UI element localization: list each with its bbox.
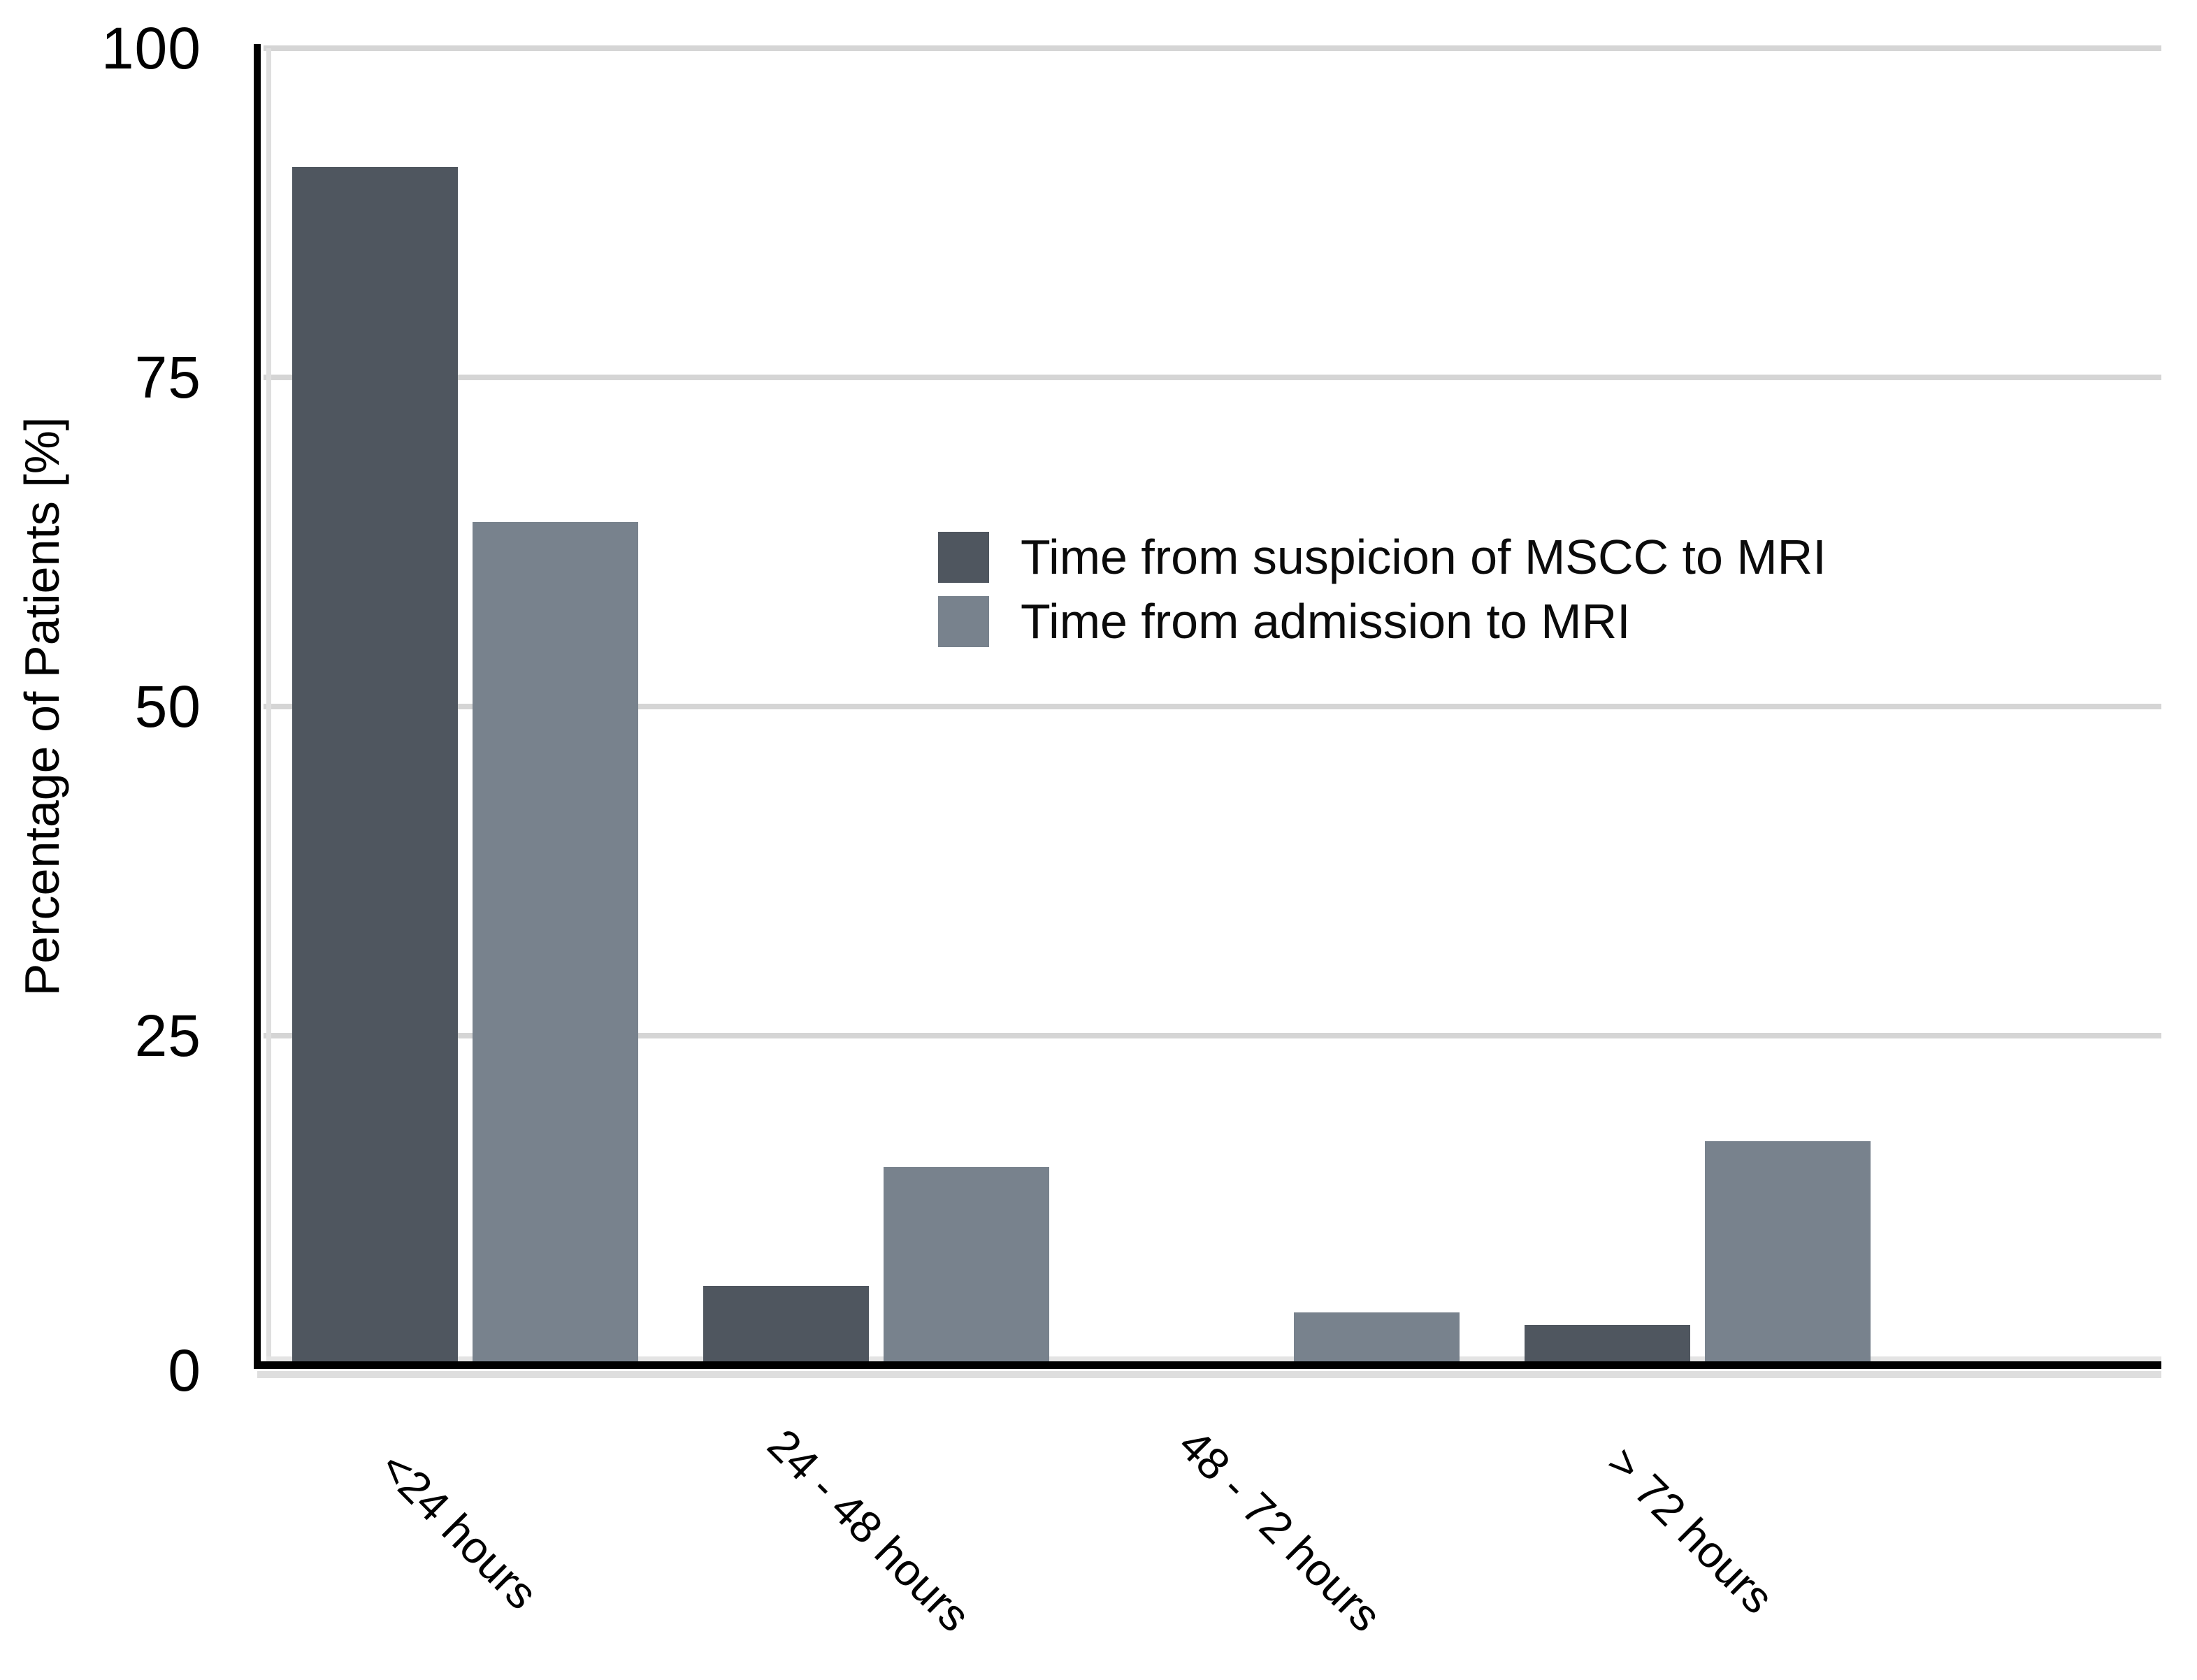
legend-swatch-suspicion bbox=[938, 531, 989, 583]
x-axis-shadow-upper bbox=[266, 1356, 2161, 1363]
legend-row-admission: Time from admission to MRI bbox=[938, 595, 1827, 647]
gridline-50 bbox=[264, 704, 2161, 709]
legend-label-suspicion: Time from suspicion of MSCC to MRI bbox=[1021, 530, 1827, 584]
plot-area bbox=[254, 44, 2161, 1378]
y-axis-line bbox=[254, 44, 261, 1369]
legend-row-suspicion: Time from suspicion of MSCC to MRI bbox=[938, 531, 1827, 583]
x-category-label-2: 48 - 72 hours bbox=[1168, 1419, 1391, 1642]
y-tick-label-25: 25 bbox=[134, 1003, 201, 1069]
y-tick-label-50: 50 bbox=[134, 674, 201, 739]
bar-suspicion-3 bbox=[1524, 1325, 1690, 1365]
x-axis-shadow-lower bbox=[257, 1371, 2161, 1378]
gridline-25 bbox=[264, 1033, 2161, 1038]
bar-suspicion-0 bbox=[292, 166, 458, 1365]
bar-admission-2 bbox=[1294, 1312, 1460, 1365]
legend-swatch-admission bbox=[938, 595, 989, 647]
bar-admission-0 bbox=[473, 522, 638, 1365]
x-axis-line bbox=[254, 1361, 2161, 1369]
gridline-75 bbox=[264, 375, 2161, 380]
x-category-label-0: <24 hours bbox=[370, 1442, 547, 1619]
y-tick-label-0: 0 bbox=[168, 1338, 201, 1403]
x-category-label-1: 24 - 48 hours bbox=[758, 1419, 981, 1642]
bar-admission-1 bbox=[883, 1167, 1049, 1365]
bar-suspicion-1 bbox=[703, 1285, 869, 1365]
y-axis-shadow bbox=[266, 48, 271, 1365]
bar-admission-3 bbox=[1704, 1140, 1871, 1365]
legend-label-admission: Time from admission to MRI bbox=[1021, 594, 1631, 649]
legend: Time from suspicion of MSCC to MRI Time … bbox=[938, 531, 1827, 660]
gridline-100 bbox=[264, 45, 2161, 51]
y-tick-label-100: 100 bbox=[101, 15, 201, 81]
x-category-label-3: > 72 hours bbox=[1597, 1437, 1784, 1623]
y-tick-label-75: 75 bbox=[134, 345, 201, 410]
